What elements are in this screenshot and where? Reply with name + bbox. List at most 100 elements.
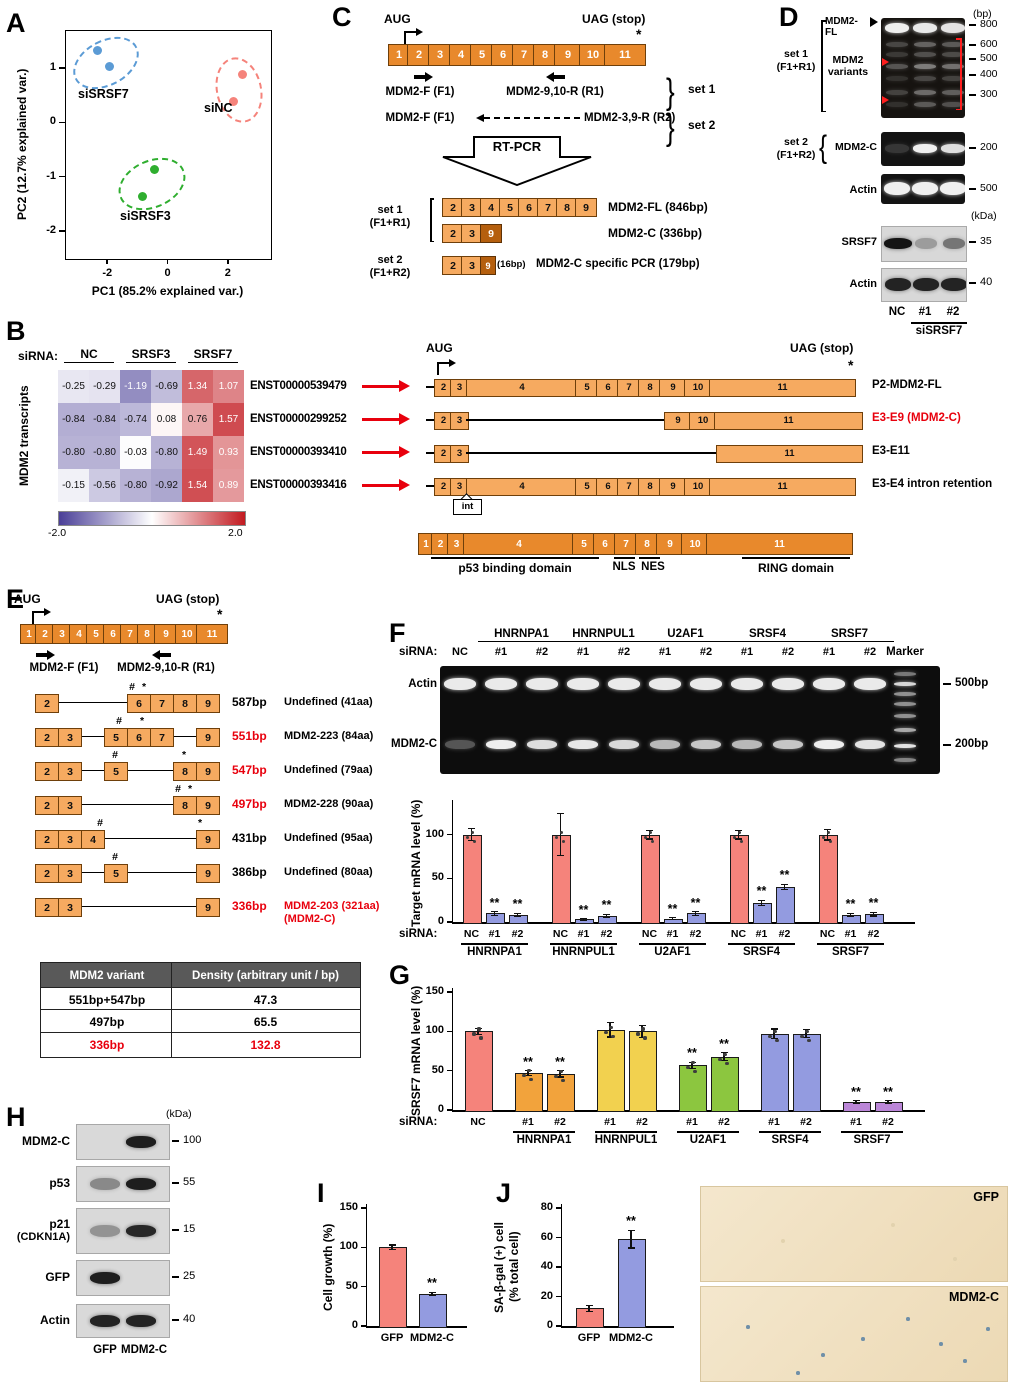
panel-label-A: A <box>6 8 26 38</box>
group-label: SRSF4 <box>742 946 781 958</box>
image-label: MDM2-C <box>949 1290 999 1304</box>
gel-band <box>609 740 639 749</box>
y-tick-label: -2 <box>46 223 56 236</box>
sa-bgal-positive-cell <box>796 1371 800 1375</box>
variants-label-2: variants <box>827 66 869 78</box>
significance-marker: ** <box>687 1046 697 1060</box>
data-point <box>636 1032 640 1036</box>
data-point <box>643 835 648 839</box>
set1-bracket <box>821 20 823 112</box>
error-bar-cap <box>627 1247 635 1249</box>
heatmap-cell: 0.08 <box>151 403 182 436</box>
sirna-axis-label: siRNA: <box>399 928 438 940</box>
gel-band <box>914 102 936 107</box>
variant-exon-4: 4 <box>81 830 105 849</box>
panel-label-G: G <box>389 960 411 990</box>
gel-band <box>941 144 965 153</box>
specific-product-exon-9: 9 <box>480 256 496 275</box>
error-bar-cap <box>852 1100 860 1102</box>
sirna-axis-label: siRNA: <box>399 1116 438 1128</box>
group-label: HNRNPA1 <box>516 1134 572 1146</box>
pca-point-siSRSF7 <box>93 45 103 55</box>
error-bar-cap <box>758 904 765 907</box>
error-bar-cap <box>388 1249 396 1251</box>
error-bar-cap <box>692 914 699 916</box>
set2-brace: { <box>819 130 828 166</box>
y-tick <box>446 833 452 836</box>
data-point <box>725 1061 729 1065</box>
error-bar-cap <box>557 855 564 857</box>
c-exon-10: 10 <box>579 44 607 66</box>
error-bar-cap <box>770 1037 778 1040</box>
data-point <box>641 1027 645 1031</box>
variant-exon-2: 2 <box>35 898 59 917</box>
y-tick-label: -1 <box>46 169 56 182</box>
bar-x-label: #1 <box>755 928 768 940</box>
heatmap-cell: -0.80 <box>89 436 120 469</box>
set1-paren: (F1+R1) <box>776 61 816 73</box>
cluster-label-siSRSF3: siSRSF3 <box>120 209 171 223</box>
bar-SRSF7-NC <box>819 834 838 924</box>
set2-label: set 2 <box>784 136 808 148</box>
y-tick-label: 0 <box>49 115 56 128</box>
transcript-exon-11: 11 <box>716 444 863 463</box>
c-exon-11: 11 <box>604 44 646 66</box>
gene-label-HNRNPUL1: HNRNPUL1 <box>559 628 648 642</box>
error-bar-cap <box>758 899 765 901</box>
marker-tick <box>969 241 976 243</box>
marker-label: 200 <box>980 141 998 153</box>
panel-B-heatmap-and-transcripts: siRNA: NC SRSF3 SRSF7 MDM2 transcripts -0.25-… <box>0 315 1020 587</box>
splice-line <box>80 871 104 874</box>
sa-bgal-positive-cell <box>746 1325 750 1329</box>
data-point <box>723 1052 727 1056</box>
group-label: U2AF1 <box>654 946 691 958</box>
sirna-group-label: siSRSF7 <box>915 325 963 337</box>
sa-bgal-positive-cell <box>906 1317 910 1321</box>
primer-f1-label: MDM2-F (F1) <box>29 662 99 674</box>
error-bar-cap <box>646 838 653 840</box>
bp16-label: (16bp) <box>497 259 526 270</box>
variant-name: Undefined (80aa) <box>284 866 373 878</box>
int-tag: int <box>453 498 482 515</box>
lane-label-#2: #2 <box>946 306 960 318</box>
transcript-exon-3: 3 <box>450 444 469 463</box>
error-bar-cap <box>847 916 854 918</box>
gel-band <box>855 740 885 749</box>
splice-line <box>126 871 196 874</box>
bar-x-label: NC <box>730 928 747 940</box>
variant-exon-5: 5 <box>104 864 128 883</box>
marker-tick <box>969 74 976 76</box>
error-bar-cap <box>428 1291 436 1293</box>
marker-tick <box>969 44 976 46</box>
x-axis <box>365 1326 467 1328</box>
significance-marker: ** <box>512 897 523 912</box>
error-bar <box>559 1070 561 1077</box>
variant-bp: 497bp <box>232 797 267 811</box>
blot-GFP <box>76 1260 170 1296</box>
y-tick <box>59 67 65 69</box>
data-point <box>686 1066 690 1070</box>
panel-C-rtpcr-schematic: AUG UAG (stop) * 1 2 3 4 5 6 7 8 9 10 11 MDM2-F (F1) MD… <box>330 8 778 308</box>
error-bar-cap <box>468 840 475 842</box>
error-bar-cap <box>735 838 742 840</box>
significance-marker: ** <box>883 1084 893 1099</box>
transcript-exon-9: 9 <box>659 477 687 496</box>
splice-site-mark: * <box>139 715 145 727</box>
marker-label: 15 <box>183 1223 196 1235</box>
transcript-id: ENST00000299252 <box>250 412 347 425</box>
gel-band <box>913 278 939 291</box>
splice-line <box>80 905 196 908</box>
marker-tick <box>969 94 976 96</box>
heatmap-cell: -0.69 <box>151 370 182 403</box>
variant-exon-8: 8 <box>173 762 197 781</box>
variant-exon-2: 2 <box>35 694 59 713</box>
splice-site-mark: * <box>187 783 193 795</box>
data-point <box>561 1078 565 1082</box>
error-bar-cap <box>638 1024 646 1026</box>
marker-label: 40 <box>183 1313 196 1325</box>
panel-G-chart: SRSF7 mRNA level (%) 0 50 100 150 siRNA: NC ** #… <box>385 960 1020 1165</box>
gel-band <box>886 64 908 69</box>
heatmap-col-group-SRSF7: SRSF7 <box>188 347 238 363</box>
variant-exon-3: 3 <box>58 762 82 781</box>
y-tick <box>555 1325 561 1327</box>
